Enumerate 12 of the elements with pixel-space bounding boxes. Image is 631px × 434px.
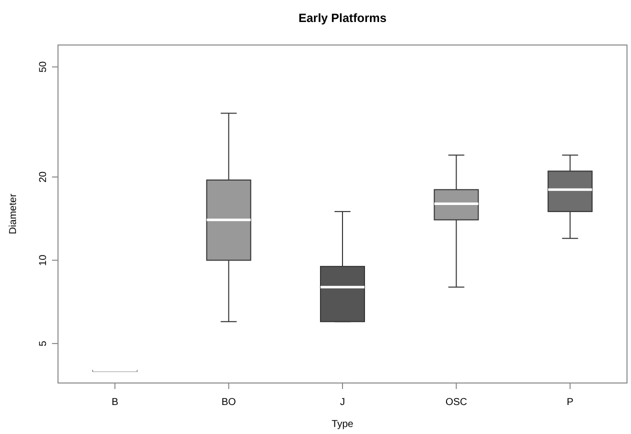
x-tick-label: J (340, 397, 345, 408)
y-tick-label: 10 (38, 254, 49, 266)
x-axis-title: Type (332, 419, 354, 430)
y-tick-label: 5 (38, 340, 49, 346)
y-tick-label: 20 (38, 170, 49, 183)
chart-title: Early Platforms (298, 11, 387, 25)
y-axis-title: Diameter (8, 193, 19, 234)
x-tick-label: BO (221, 397, 236, 408)
x-tick-label: P (566, 397, 574, 408)
x-tick-label: OSC (445, 397, 468, 408)
x-tick-label: B (112, 397, 119, 408)
y-tick-label: 50 (38, 60, 49, 72)
